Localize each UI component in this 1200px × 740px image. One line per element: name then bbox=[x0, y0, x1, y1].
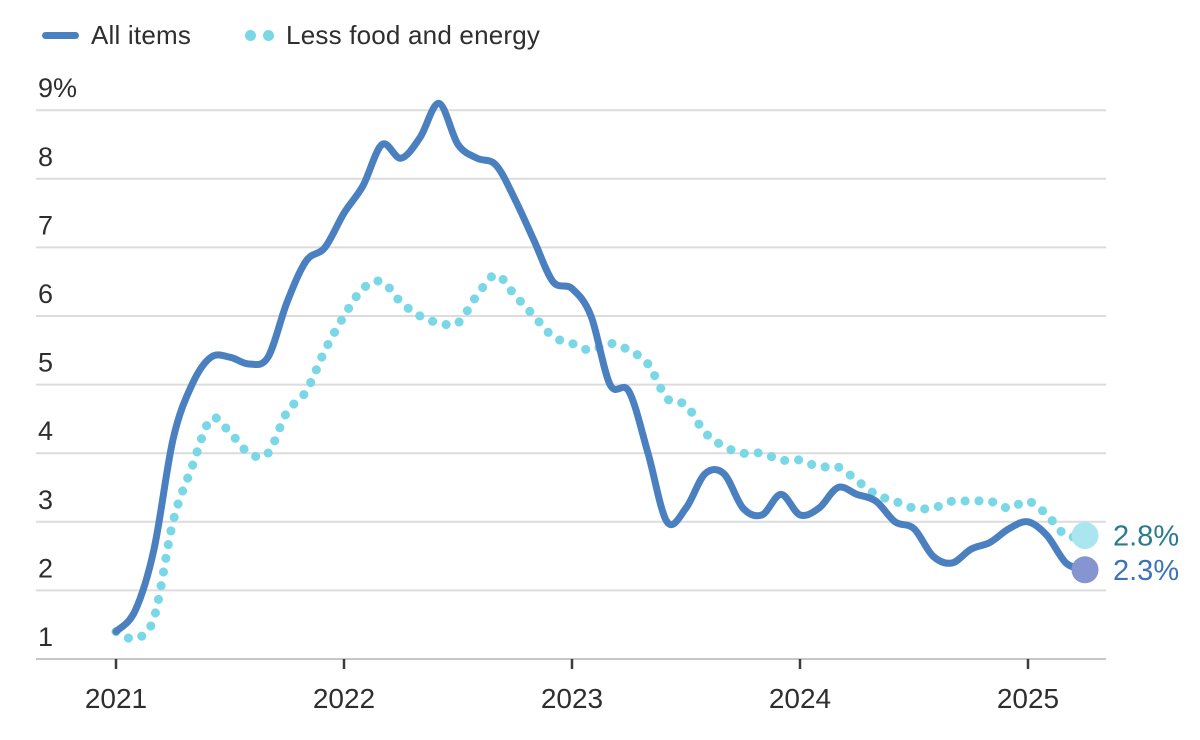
end-label-all-items: 2.3% bbox=[1113, 555, 1179, 587]
legend-item-all-items: All items bbox=[42, 20, 191, 51]
y-tick-label: 1 bbox=[38, 622, 53, 652]
series-layer bbox=[111, 99, 1090, 644]
x-tick-label: 2021 bbox=[85, 683, 147, 714]
end-dot-all-items bbox=[1071, 556, 1099, 584]
legend-label-all-items: All items bbox=[91, 20, 192, 50]
label-layer: 9% 8 7 6 5 4 3 2 1 2021 2022 2023 2024 2025 2.3%2.8% bbox=[38, 73, 1179, 714]
grid-layer bbox=[36, 109, 1106, 669]
end-label-core: 2.8% bbox=[1113, 521, 1179, 553]
x-tick-label: 2025 bbox=[997, 683, 1059, 714]
end-dot-core bbox=[1071, 522, 1099, 549]
x-tick-label: 2023 bbox=[541, 683, 603, 714]
y-tick-label: 9% bbox=[38, 73, 77, 103]
y-tick-label: 8 bbox=[38, 142, 53, 172]
y-tick-label: 6 bbox=[38, 279, 53, 309]
chart-legend: All items Less food and energy bbox=[42, 20, 540, 51]
series-line-all-items bbox=[112, 99, 1089, 636]
y-tick-label: 7 bbox=[38, 210, 53, 240]
x-tick-label: 2022 bbox=[313, 683, 375, 714]
y-tick-label: 5 bbox=[38, 348, 53, 378]
core-dots-swatch-icon bbox=[245, 30, 275, 41]
y-tick-label: 2 bbox=[38, 553, 53, 583]
all-items-line-swatch-icon bbox=[42, 32, 79, 39]
legend-label-core: Less food and energy bbox=[286, 20, 541, 50]
series-dots-core bbox=[111, 270, 1090, 644]
y-tick-label: 4 bbox=[38, 416, 53, 446]
y-tick-label: 3 bbox=[38, 485, 53, 515]
x-tick-label: 2024 bbox=[769, 683, 831, 714]
legend-item-core: Less food and energy bbox=[245, 20, 540, 51]
